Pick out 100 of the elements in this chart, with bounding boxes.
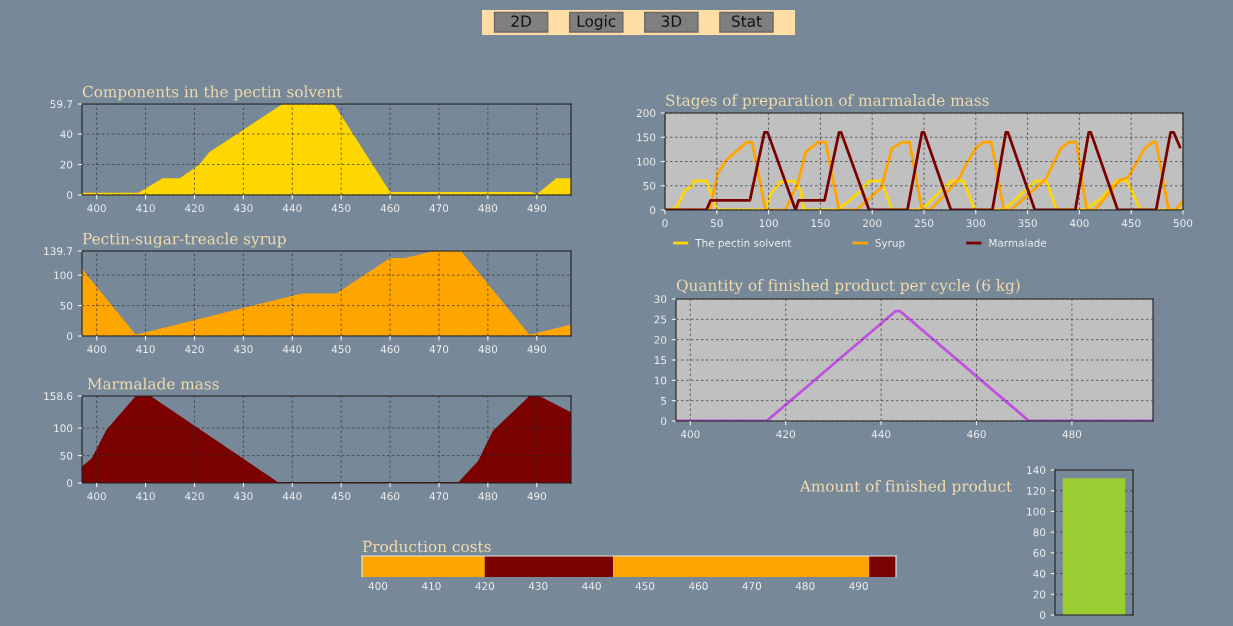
y-tick-label: 59.7 — [50, 100, 73, 109]
y-tick-label: 60 — [1033, 549, 1046, 557]
legend-label: Syrup — [875, 238, 905, 249]
y-tick-label: 20 — [60, 160, 73, 169]
y-tick-label: 0 — [67, 191, 73, 200]
x-tick-label: 480 — [1062, 430, 1082, 439]
y-tick-label: 0 — [67, 332, 73, 341]
legend-label: Marmalade — [989, 238, 1047, 247]
x-tick-label: 350 — [1018, 219, 1037, 228]
y-tick-label: 0 — [661, 417, 667, 426]
legend-label: The pectin solvent — [695, 238, 792, 249]
text: Logic — [577, 15, 616, 30]
y-tick-label: 50 — [60, 301, 73, 310]
x-tick-label: 490 — [527, 204, 547, 213]
y-tick-label: 80 — [1033, 528, 1046, 537]
x-tick-label: 440 — [582, 582, 601, 590]
x-tick-label: 400 — [87, 492, 106, 501]
text: Amount of finished product — [799, 480, 1012, 495]
y-tick-label: 200 — [636, 109, 656, 118]
text: 2D — [511, 15, 531, 27]
x-tick-label: 250 — [914, 219, 934, 228]
x-tick-label: 450 — [331, 492, 351, 501]
y-tick-label: 100 — [54, 424, 73, 433]
y-tick-label: 40 — [60, 130, 73, 139]
x-tick-label: 470 — [429, 345, 449, 354]
x-tick-label: 490 — [849, 582, 868, 590]
bar — [362, 556, 485, 577]
y-tick-label: 100 — [54, 271, 73, 280]
chart-title: Quantity of finished product per cycle (6 kg) — [676, 279, 1020, 295]
x-tick-label: 200 — [863, 219, 882, 228]
x-tick-label: 440 — [282, 345, 302, 354]
x-tick-label: 470 — [742, 582, 762, 590]
x-tick-label: 450 — [331, 345, 351, 354]
y-tick-label: 10 — [654, 376, 667, 385]
x-tick-label: 430 — [233, 492, 253, 501]
y-tick-label: 139.7 — [44, 247, 73, 256]
bar — [484, 556, 613, 577]
x-tick-label: 470 — [429, 492, 449, 501]
x-tick-label: 100 — [759, 219, 778, 228]
x-tick-label: 420 — [185, 492, 204, 501]
x-tick-label: 490 — [527, 345, 547, 354]
x-tick-label: 460 — [688, 582, 708, 590]
x-tick-label: 440 — [282, 204, 302, 213]
x-tick-label: 410 — [136, 492, 155, 501]
chart-title: Production costs — [362, 540, 491, 553]
x-tick-label: 410 — [136, 345, 155, 354]
x-tick-label: 430 — [233, 345, 253, 354]
x-tick-label: 420 — [475, 582, 495, 590]
x-tick-label: 480 — [478, 204, 498, 213]
x-tick-label: 420 — [776, 430, 795, 439]
x-tick-label: 410 — [136, 204, 155, 213]
x-tick-label: 150 — [811, 219, 830, 228]
y-tick-label: 40 — [1033, 569, 1046, 578]
x-tick-label: 400 — [87, 204, 106, 213]
x-tick-label: 450 — [331, 204, 351, 213]
x-tick-label: 460 — [380, 204, 400, 213]
chart-title: Marmalade mass — [87, 377, 219, 390]
chart-title: Stages of preparation of marmalade mass — [666, 94, 989, 110]
x-tick-label: 400 — [1069, 219, 1089, 228]
x-tick-label: 50 — [710, 219, 723, 228]
x-tick-label: 420 — [185, 345, 204, 354]
x-tick-label: 490 — [527, 492, 547, 501]
x-tick-label: 450 — [1121, 219, 1141, 228]
x-tick-label: 480 — [795, 582, 815, 590]
x-tick-label: 300 — [966, 219, 986, 228]
x-tick-label: 410 — [421, 582, 441, 590]
chart-title: Components in the pectin solvent — [82, 85, 342, 101]
x-tick-label: 420 — [185, 204, 204, 213]
y-tick-label: 25 — [654, 315, 667, 324]
y-tick-label: 158.6 — [44, 392, 73, 401]
y-tick-label: 20 — [654, 335, 667, 344]
bar — [612, 556, 870, 577]
x-tick-label: 460 — [380, 492, 400, 501]
x-tick-label: 480 — [478, 345, 498, 354]
y-tick-label: 0 — [67, 479, 73, 488]
y-tick-label: 150 — [637, 133, 656, 142]
y-tick-label: 50 — [60, 451, 73, 460]
y-tick-label: 15 — [654, 356, 667, 365]
x-tick-label: 440 — [871, 430, 891, 439]
y-tick-label: 140 — [1027, 466, 1046, 475]
y-tick-label: 120 — [1027, 486, 1046, 495]
x-tick-label: 400 — [368, 582, 388, 590]
y-tick-label: 30 — [654, 295, 667, 304]
text: 3D — [661, 15, 682, 27]
y-tick-label: 5 — [661, 397, 667, 405]
x-tick-label: 450 — [635, 582, 655, 590]
x-tick-label: 460 — [967, 430, 986, 439]
text: Stat — [731, 15, 762, 27]
x-tick-label: 400 — [680, 430, 700, 439]
chart-title: Pectin-sugar-treacle syrup — [82, 232, 286, 248]
x-tick-label: 430 — [528, 582, 548, 590]
x-tick-label: 460 — [380, 345, 400, 354]
y-tick-label: 100 — [637, 157, 656, 166]
y-tick-label: 100 — [1027, 507, 1046, 516]
x-tick-label: 500 — [1173, 219, 1193, 228]
x-tick-label: 470 — [429, 204, 449, 213]
x-tick-label: 480 — [478, 492, 498, 501]
x-tick-label: 440 — [282, 492, 302, 501]
y-tick-label: 50 — [643, 181, 656, 190]
x-tick-label: 430 — [233, 204, 253, 213]
